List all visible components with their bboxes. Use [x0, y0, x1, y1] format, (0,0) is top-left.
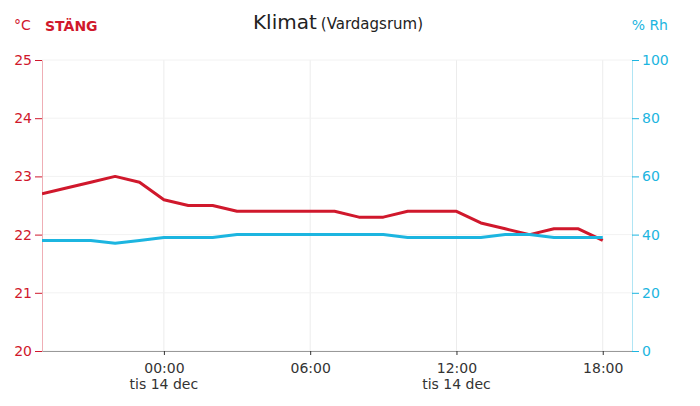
- y-axis-label: °C: [14, 17, 31, 33]
- tick-mark: [35, 351, 42, 352]
- tick-label: 22: [14, 227, 32, 243]
- grid-line-x: [602, 60, 603, 351]
- title: Klimat: [253, 10, 317, 34]
- tick-label: 0: [642, 343, 651, 359]
- tick-label: 23: [14, 168, 32, 184]
- grid-line-x: [163, 60, 164, 351]
- tick-mark: [632, 60, 639, 61]
- tick-mark: [632, 235, 639, 236]
- tick-mark: [632, 351, 639, 352]
- tick-mark: [310, 351, 311, 355]
- chart: Klimat(Vardagsrum) °C STÄNG % Rh 00:00 06:00 1…: [0, 0, 700, 406]
- tick-label: 20: [14, 343, 32, 359]
- tick-label: 60: [642, 168, 660, 184]
- tick-mark: [35, 293, 42, 294]
- series-line: [42, 176, 603, 240]
- tick: 60: [632, 168, 660, 184]
- grid-line-y: [42, 118, 632, 119]
- tick-mark: [632, 293, 639, 294]
- tick-mark: [35, 118, 42, 119]
- tick: 24: [14, 110, 42, 126]
- date-label: tis 14 dec: [422, 376, 491, 392]
- tick-label: 24: [14, 110, 32, 126]
- grid-line-x: [456, 60, 457, 351]
- tick-mark: [603, 351, 604, 355]
- tick: 40: [632, 227, 660, 243]
- tick: 12:00: [437, 351, 477, 376]
- tick-label: 00:00: [144, 360, 184, 376]
- tick: 21: [14, 285, 42, 301]
- tick-label: 80: [642, 110, 660, 126]
- tick-mark: [35, 176, 42, 177]
- tick: 22: [14, 227, 42, 243]
- tick-label: 21: [14, 285, 32, 301]
- tick-label: 25: [14, 52, 32, 68]
- title-group: Klimat(Vardagsrum): [253, 10, 423, 34]
- y2-axis: 0 20 40 60 80 100: [632, 52, 669, 359]
- tick: 0: [632, 343, 651, 359]
- y-axis-line: [42, 61, 43, 352]
- subtitle: (Vardagsrum): [321, 15, 423, 33]
- tick-label: 20: [642, 285, 660, 301]
- tick: 23: [14, 168, 42, 184]
- tick: 18:00: [583, 351, 623, 376]
- tick: 80: [632, 110, 660, 126]
- grid-line-y: [42, 176, 632, 177]
- tick: 00:00: [144, 351, 184, 376]
- grid-line-y: [42, 292, 632, 293]
- grid-line-x: [310, 60, 311, 351]
- tick-label: 12:00: [437, 360, 477, 376]
- tick-mark: [35, 60, 42, 61]
- tick-mark: [456, 351, 457, 355]
- grid-line-y: [42, 60, 632, 61]
- tick-label: 18:00: [583, 360, 623, 376]
- plot-area: [42, 176, 603, 243]
- tick-label: 100: [642, 52, 669, 68]
- series-line: [42, 235, 603, 244]
- close-button[interactable]: STÄNG: [45, 18, 98, 34]
- tick-mark: [35, 235, 42, 236]
- date-label: tis 14 dec: [130, 376, 199, 392]
- grid: [42, 60, 632, 351]
- tick-mark: [632, 118, 639, 119]
- tick: 20: [14, 343, 42, 359]
- tick: 20: [632, 285, 660, 301]
- tick: 06:00: [291, 351, 331, 376]
- tick: 25: [14, 52, 42, 68]
- grid-line-y: [42, 351, 632, 352]
- tick: 100: [632, 52, 669, 68]
- tick-mark: [164, 351, 165, 355]
- x-axis-line: [43, 351, 633, 352]
- x-axis: 00:00 06:00 12:00 18:00: [43, 351, 633, 376]
- y2-axis-label: % Rh: [632, 17, 668, 33]
- tick-label: 06:00: [291, 360, 331, 376]
- y2-axis-line: [632, 61, 633, 352]
- y-axis: 20 21 22 23 24 25: [14, 52, 42, 359]
- tick-label: 40: [642, 227, 660, 243]
- tick-mark: [632, 176, 639, 177]
